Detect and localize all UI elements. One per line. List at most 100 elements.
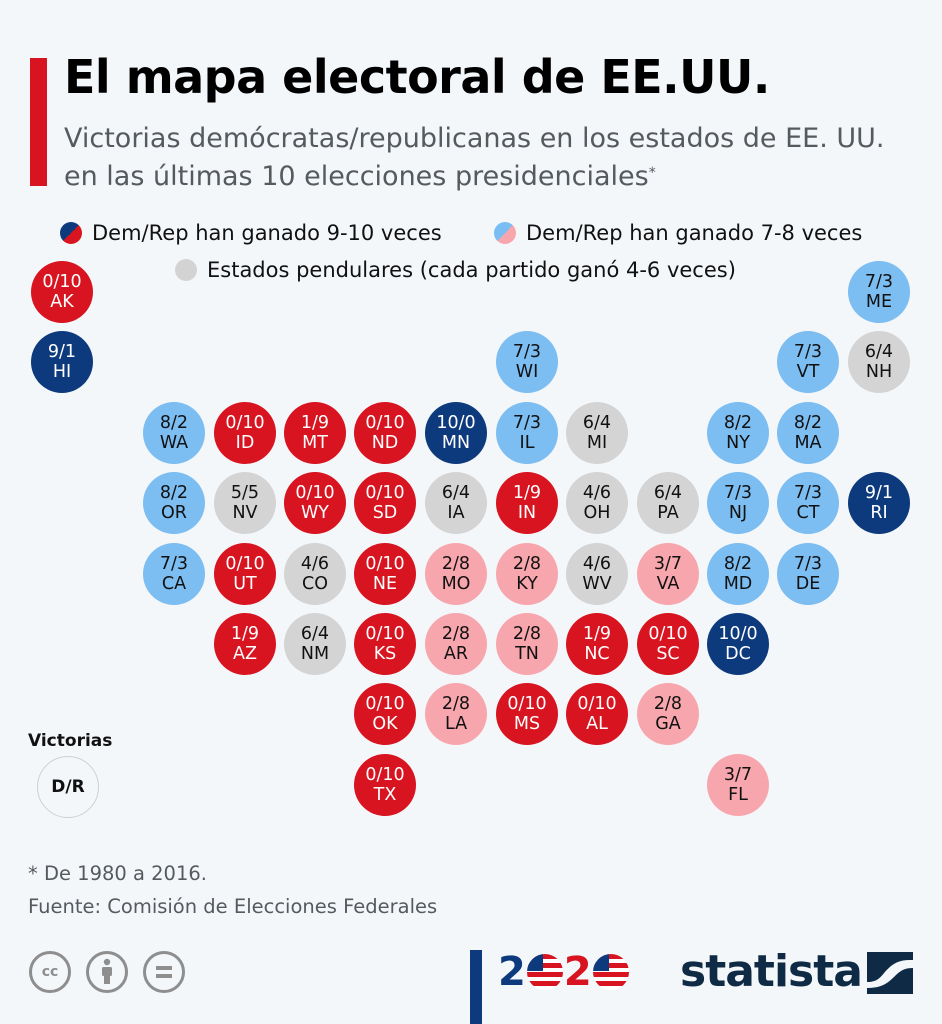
state-md[interactable]: 8/2 MD (707, 543, 769, 605)
state-abbr: RI (870, 503, 888, 523)
state-ky[interactable]: 2/8 KY (496, 543, 558, 605)
state-pa[interactable]: 6/4 PA (637, 472, 699, 534)
subtitle: Victorias demócratas/republicanas en los… (64, 120, 924, 196)
state-ca[interactable]: 7/3 CA (143, 543, 205, 605)
no-derivatives-icon[interactable] (143, 951, 185, 993)
state-wins: 7/3 (864, 272, 894, 292)
state-abbr: DE (795, 574, 821, 594)
state-nm[interactable]: 6/4 NM (284, 613, 346, 675)
state-wins: 0/10 (648, 624, 688, 644)
state-nh[interactable]: 6/4 NH (848, 331, 910, 393)
state-abbr: IL (519, 433, 535, 453)
key-label: Victorias (28, 731, 113, 751)
state-wins: 8/2 (159, 413, 189, 433)
state-ne[interactable]: 0/10 NE (354, 543, 416, 605)
state-ma[interactable]: 8/2 MA (777, 402, 839, 464)
state-tn[interactable]: 2/8 TN (496, 613, 558, 675)
state-ga[interactable]: 2/8 GA (637, 683, 699, 745)
state-al[interactable]: 0/10 AL (566, 683, 628, 745)
state-la[interactable]: 2/8 LA (425, 683, 487, 745)
accent-bar (30, 58, 47, 186)
state-ut[interactable]: 0/10 UT (214, 543, 276, 605)
state-ri[interactable]: 9/1 RI (848, 472, 910, 534)
cc-icon[interactable]: cc (29, 951, 71, 993)
state-wins: 5/5 (230, 483, 260, 503)
state-ak[interactable]: 0/10 AK (31, 261, 93, 323)
state-fl[interactable]: 3/7 FL (707, 754, 769, 816)
attribution-icon[interactable] (86, 951, 128, 993)
state-abbr: GA (655, 714, 681, 734)
state-abbr: WI (515, 362, 539, 382)
state-mn[interactable]: 10/0 MN (425, 402, 487, 464)
state-ar[interactable]: 2/8 AR (425, 613, 487, 675)
state-az[interactable]: 1/9 AZ (214, 613, 276, 675)
state-nj[interactable]: 7/3 NJ (707, 472, 769, 534)
state-wins: 1/9 (230, 624, 260, 644)
subtitle-text: Victorias demócratas/republicanas en los… (64, 123, 885, 192)
state-in[interactable]: 1/9 IN (496, 472, 558, 534)
state-wins: 7/3 (159, 554, 189, 574)
state-abbr: OK (372, 714, 398, 734)
light-win-icon (494, 222, 516, 244)
state-oh[interactable]: 4/6 OH (566, 472, 628, 534)
state-ia[interactable]: 6/4 IA (425, 472, 487, 534)
state-abbr: MN (441, 433, 471, 453)
state-wins: 7/3 (512, 342, 542, 362)
state-nd[interactable]: 0/10 ND (354, 402, 416, 464)
state-wins: 2/8 (441, 624, 471, 644)
state-dc[interactable]: 10/0 DC (707, 613, 769, 675)
state-co[interactable]: 4/6 CO (284, 543, 346, 605)
state-wins: 7/3 (723, 483, 753, 503)
state-abbr: AK (50, 292, 74, 312)
state-abbr: AZ (233, 644, 257, 664)
state-abbr: IA (447, 503, 465, 523)
state-wins: 0/10 (225, 554, 265, 574)
state-ny[interactable]: 8/2 NY (707, 402, 769, 464)
state-wins: 2/8 (512, 554, 542, 574)
equals-icon (156, 966, 172, 978)
state-nc[interactable]: 1/9 NC (566, 613, 628, 675)
state-wins: 6/4 (582, 413, 612, 433)
state-wins: 4/6 (582, 483, 612, 503)
state-ok[interactable]: 0/10 OK (354, 683, 416, 745)
state-abbr: NE (372, 574, 398, 594)
state-abbr: MO (441, 574, 471, 594)
state-ct[interactable]: 7/3 CT (777, 472, 839, 534)
state-de[interactable]: 7/3 DE (777, 543, 839, 605)
state-wins: 0/10 (225, 413, 265, 433)
state-vt[interactable]: 7/3 VT (777, 331, 839, 393)
logo-digit: 2 (498, 949, 526, 995)
state-ks[interactable]: 0/10 KS (354, 613, 416, 675)
state-abbr: ND (371, 433, 399, 453)
state-mo[interactable]: 2/8 MO (425, 543, 487, 605)
state-id[interactable]: 0/10 ID (214, 402, 276, 464)
state-or[interactable]: 8/2 OR (143, 472, 205, 534)
state-me[interactable]: 7/3 ME (848, 261, 910, 323)
state-wins: 7/3 (512, 413, 542, 433)
state-il[interactable]: 7/3 IL (496, 402, 558, 464)
state-mi[interactable]: 6/4 MI (566, 402, 628, 464)
state-nv[interactable]: 5/5 NV (214, 472, 276, 534)
state-ms[interactable]: 0/10 MS (496, 683, 558, 745)
strong-win-icon (60, 222, 82, 244)
state-mt[interactable]: 1/9 MT (284, 402, 346, 464)
logo-2020: 2 2 (498, 952, 630, 992)
state-wy[interactable]: 0/10 WY (284, 472, 346, 534)
state-wins: 1/9 (512, 483, 542, 503)
state-sc[interactable]: 0/10 SC (637, 613, 699, 675)
state-abbr: MT (302, 433, 328, 453)
state-hi[interactable]: 9/1 HI (31, 331, 93, 393)
state-abbr: KS (373, 644, 397, 664)
state-wa[interactable]: 8/2 WA (143, 402, 205, 464)
state-va[interactable]: 3/7 VA (637, 543, 699, 605)
state-wins: 2/8 (512, 624, 542, 644)
state-tx[interactable]: 0/10 TX (354, 754, 416, 816)
logo-bar (470, 950, 482, 1024)
state-wi[interactable]: 7/3 WI (496, 331, 558, 393)
state-wv[interactable]: 4/6 WV (566, 543, 628, 605)
state-abbr: AL (586, 714, 608, 734)
state-abbr: IN (517, 503, 537, 523)
statista-logo[interactable]: statista (680, 946, 863, 997)
state-wins: 8/2 (159, 483, 189, 503)
state-sd[interactable]: 0/10 SD (354, 472, 416, 534)
